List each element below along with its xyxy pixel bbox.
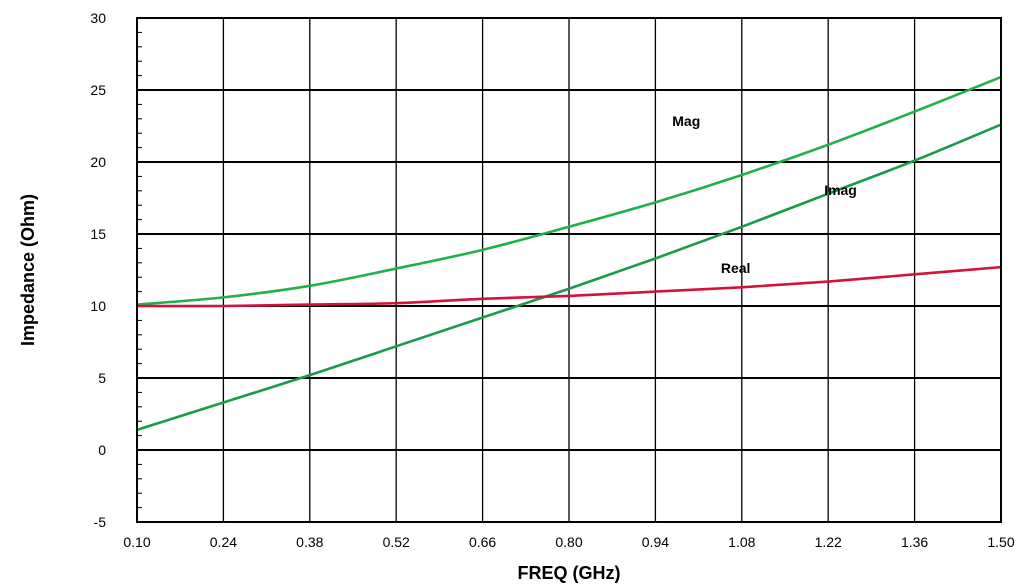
- series-line-mag: [136, 75, 1002, 306]
- series-lines: [136, 75, 1002, 432]
- y-tick-label: 20: [90, 154, 106, 170]
- x-tick-label: 1.22: [815, 534, 842, 550]
- plot-frame: [136, 17, 1002, 523]
- series-labels: Mag Imag Real: [672, 113, 857, 276]
- x-tick-labels: 0.10 0.24 0.38 0.52 0.66 0.80 0.94 1.08 1.22 1.36…: [123, 534, 1014, 550]
- series-line-real: [136, 265, 1002, 308]
- y-minor-ticks: [137, 17, 142, 523]
- x-tick-label: 0.80: [555, 534, 582, 550]
- x-tick-label: 0.38: [296, 534, 323, 550]
- y-tick-label: 10: [90, 298, 106, 314]
- x-tick-label: 0.66: [469, 534, 496, 550]
- series-label-real: Real: [721, 260, 751, 276]
- x-tick-label: 0.52: [383, 534, 410, 550]
- x-tick-label: 0.24: [210, 534, 237, 550]
- series-label-imag: Imag: [824, 182, 857, 198]
- x-tick-label: 0.10: [123, 534, 150, 550]
- y-tick-label: 15: [90, 226, 106, 242]
- y-tick-label: 25: [90, 82, 106, 98]
- y-axis-title: Impedance (Ohm): [18, 194, 38, 346]
- x-tick-label: 1.50: [987, 534, 1014, 550]
- y-tick-label: 30: [90, 10, 106, 26]
- y-tick-labels: -5 0 5 10 15 20 25 30: [90, 10, 106, 530]
- y-tick-label: -5: [94, 514, 107, 530]
- series-label-mag: Mag: [672, 113, 700, 129]
- x-axis-title: FREQ (GHz): [518, 563, 621, 583]
- y-tick-label: 0: [98, 442, 106, 458]
- x-tick-label: 1.36: [901, 534, 928, 550]
- y-tick-label: 5: [98, 370, 106, 386]
- series-line-imag: [136, 123, 1002, 432]
- x-tick-label: 0.94: [642, 534, 669, 550]
- x-tick-label: 1.08: [728, 534, 755, 550]
- grid: [136, 17, 1002, 523]
